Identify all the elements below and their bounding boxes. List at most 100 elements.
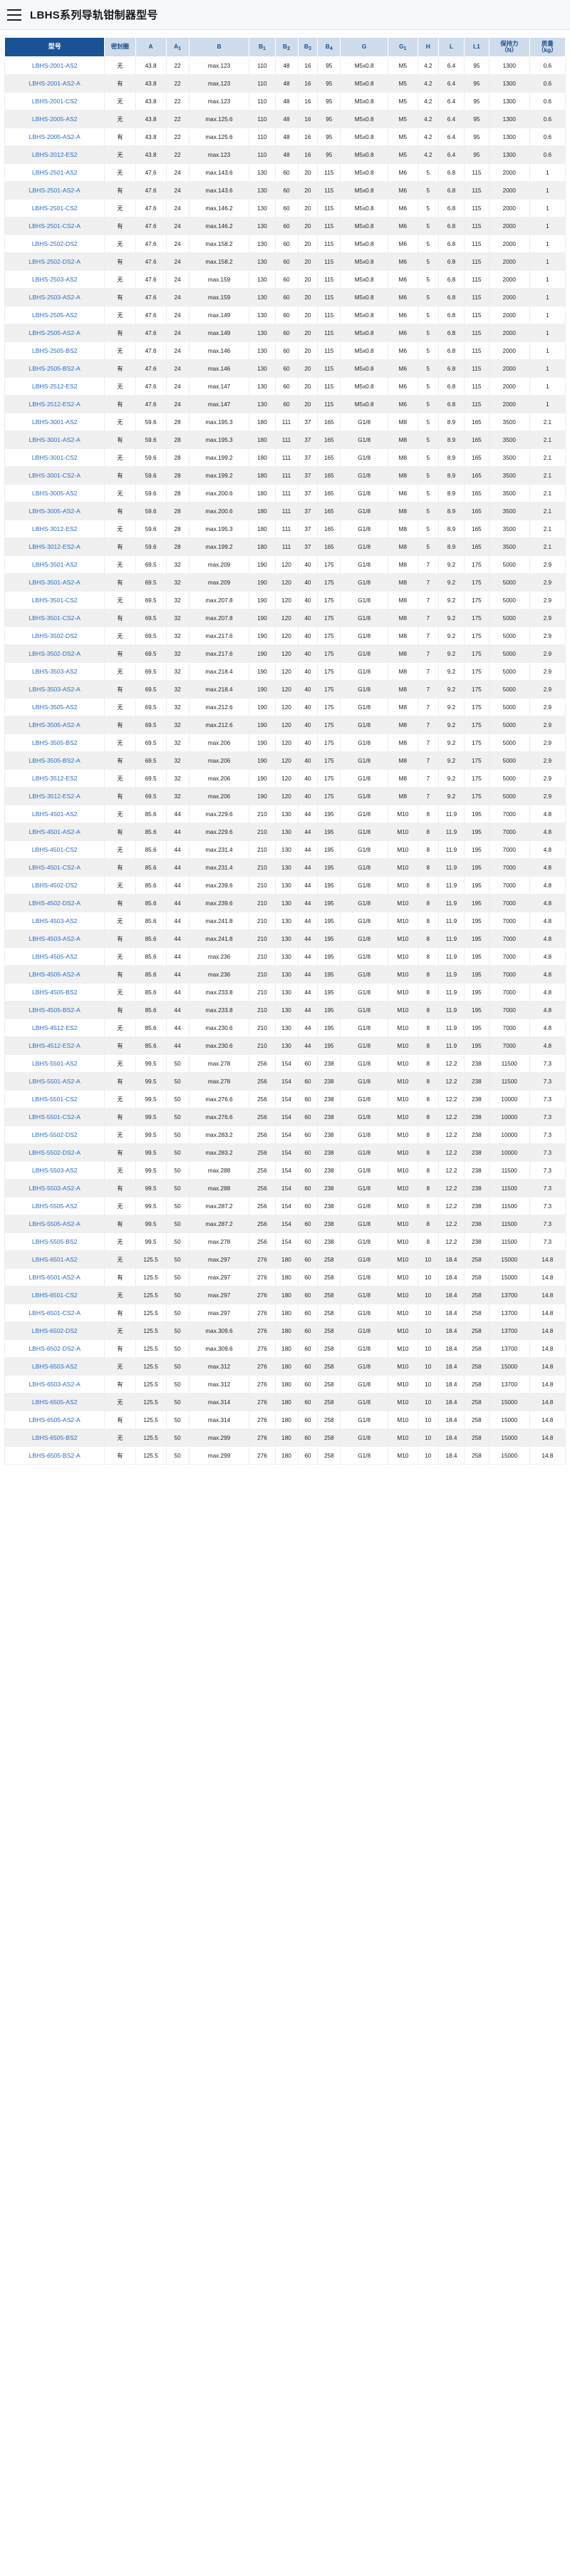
cell-B: max.209 (188, 573, 250, 592)
cell-model[interactable]: LBHS-4505-BS2 (4, 983, 105, 1001)
cell-model[interactable]: LBHS-2505-BS2-A (4, 359, 105, 378)
cell-model[interactable]: LBHS-2501-CS2 (4, 199, 105, 217)
cell-model[interactable]: LBHS-6501-CS2-A (4, 1304, 105, 1322)
cell-model[interactable]: LBHS-6501-AS2 (4, 1250, 105, 1269)
cell-model[interactable]: LBHS-5501-CS2-A (4, 1108, 105, 1126)
cell-model[interactable]: LBHS-2001-AS2 (4, 56, 105, 75)
cell-L1: 238 (464, 1179, 489, 1197)
cell-model[interactable]: LBHS-3512-ES2-A (4, 787, 105, 805)
cell-model[interactable]: LBHS-2505-AS2-A (4, 324, 105, 342)
cell-model[interactable]: LBHS-4512-ES2-A (4, 1036, 105, 1055)
cell-model[interactable]: LBHS-4501-AS2-A (4, 823, 105, 841)
cell-model[interactable]: LBHS-2001-CS2 (4, 92, 105, 110)
cell-B2: 60 (274, 252, 299, 271)
cell-model[interactable]: LBHS-6505-BS2 (4, 1428, 105, 1447)
cell-model[interactable]: LBHS-4501-CS2-A (4, 858, 105, 877)
cell-model[interactable]: LBHS-6505-BS2-A (4, 1446, 105, 1465)
cell-model[interactable]: LBHS-3505-BS2 (4, 733, 105, 752)
cell-model[interactable]: LBHS-3001-CS2-A (4, 466, 105, 485)
cell-model[interactable]: LBHS-3005-AS2 (4, 484, 105, 503)
cell-model[interactable]: LBHS-3001-AS2-A (4, 431, 105, 449)
cell-seal: 无 (104, 56, 136, 75)
cell-model[interactable]: LBHS-2512-ES2-A (4, 395, 105, 413)
cell-model[interactable]: LBHS-5502-DS2-A (4, 1143, 105, 1162)
cell-model[interactable]: LBHS-6502-DS2 (4, 1322, 105, 1340)
cell-A1: 32 (165, 609, 190, 627)
cell-model[interactable]: LBHS-2505-BS2 (4, 341, 105, 360)
cell-B: max.195.3 (188, 431, 250, 449)
cell-seal: 无 (104, 1286, 136, 1304)
cell-model[interactable]: LBHS-3005-AS2-A (4, 502, 105, 520)
cell-model[interactable]: LBHS-2502-DS2-A (4, 252, 105, 271)
cell-G1: M10 (388, 1268, 418, 1287)
cell-model[interactable]: LBHS-4501-CS2 (4, 840, 105, 859)
cell-model[interactable]: LBHS-2503-AS2-A (4, 288, 105, 306)
cell-model[interactable]: LBHS-6503-AS2-A (4, 1375, 105, 1393)
cell-model[interactable]: LBHS-2501-AS2-A (4, 181, 105, 200)
cell-L1: 165 (464, 431, 489, 449)
cell-model[interactable]: LBHS-3012-ES2 (4, 520, 105, 538)
cell-model[interactable]: LBHS-2501-AS2 (4, 163, 105, 182)
cell-model[interactable]: LBHS-3001-AS2 (4, 413, 105, 431)
cell-model[interactable]: LBHS-4503-AS2-A (4, 929, 105, 948)
cell-force: 1300 (488, 56, 530, 75)
table-row: LBHS-2505-AS2-A 有 47.6 24 max.149 130 60 20 115 M… (4, 324, 566, 342)
cell-model[interactable]: LBHS-5503-AS2-A (4, 1179, 105, 1197)
cell-B: max.123 (188, 56, 250, 75)
cell-L: 11.9 (437, 912, 465, 930)
cell-G: G1/8 (340, 769, 388, 788)
cell-model[interactable]: LBHS-2502-DS2 (4, 235, 105, 253)
cell-model[interactable]: LBHS-4501-AS2 (4, 805, 105, 823)
cell-model[interactable]: LBHS-3505-AS2-A (4, 716, 105, 734)
cell-model[interactable]: LBHS-6501-CS2 (4, 1286, 105, 1304)
cell-model[interactable]: LBHS-2512-ES2 (4, 377, 105, 396)
cell-model[interactable]: LBHS-3505-AS2 (4, 698, 105, 716)
cell-model[interactable]: LBHS-3512-ES2 (4, 769, 105, 788)
cell-model[interactable]: LBHS-3501-AS2 (4, 555, 105, 574)
cell-L: 9.2 (437, 609, 465, 627)
cell-model[interactable]: LBHS-5505-AS2 (4, 1197, 105, 1215)
cell-model[interactable]: LBHS-5503-AS2 (4, 1161, 105, 1180)
cell-model[interactable]: LBHS-2012-ES2 (4, 145, 105, 164)
cell-model[interactable]: LBHS-4512-ES2 (4, 1019, 105, 1037)
cell-model[interactable]: LBHS-5501-CS2 (4, 1090, 105, 1108)
cell-model[interactable]: LBHS-6503-AS2 (4, 1357, 105, 1376)
cell-model[interactable]: LBHS-3501-AS2-A (4, 573, 105, 592)
cell-B: max.288 (188, 1161, 250, 1180)
cell-model[interactable]: LBHS-5501-AS2 (4, 1054, 105, 1073)
cell-model[interactable]: LBHS-3502-DS2 (4, 627, 105, 645)
cell-model[interactable]: LBHS-2501-CS2-A (4, 217, 105, 235)
cell-model[interactable]: LBHS-3501-CS2-A (4, 609, 105, 627)
cell-model[interactable]: LBHS-4505-BS2-A (4, 1001, 105, 1019)
hamburger-icon[interactable] (7, 9, 21, 21)
cell-model[interactable]: LBHS-3001-CS2 (4, 448, 105, 467)
cell-model[interactable]: LBHS-2005-AS2 (4, 110, 105, 128)
cell-model[interactable]: LBHS-4502-DS2-A (4, 894, 105, 912)
cell-L1: 195 (464, 965, 489, 984)
cell-L1: 258 (464, 1446, 489, 1465)
cell-model[interactable]: LBHS-2503-AS2 (4, 270, 105, 289)
cell-model[interactable]: LBHS-6501-AS2-A (4, 1268, 105, 1287)
cell-G1: M8 (388, 591, 418, 609)
cell-model[interactable]: LBHS-4503-AS2 (4, 912, 105, 930)
cell-model[interactable]: LBHS-3505-BS2-A (4, 751, 105, 770)
cell-model[interactable]: LBHS-6502-DS2-A (4, 1339, 105, 1358)
cell-model[interactable]: LBHS-4505-AS2 (4, 947, 105, 966)
table-row: LBHS-6501-CS2 无 125.5 50 max.297 276 180 60 258 G… (4, 1286, 566, 1304)
cell-model[interactable]: LBHS-3501-CS2 (4, 591, 105, 609)
cell-model[interactable]: LBHS-5505-AS2-A (4, 1215, 105, 1233)
cell-model[interactable]: LBHS-5505-BS2 (4, 1232, 105, 1251)
cell-model[interactable]: LBHS-6505-AS2 (4, 1393, 105, 1411)
cell-model[interactable]: LBHS-3502-DS2-A (4, 644, 105, 663)
cell-model[interactable]: LBHS-3012-ES2-A (4, 537, 105, 556)
cell-model[interactable]: LBHS-6505-AS2-A (4, 1411, 105, 1429)
cell-model[interactable]: LBHS-3503-AS2-A (4, 680, 105, 699)
cell-model[interactable]: LBHS-2005-AS2-A (4, 128, 105, 146)
cell-model[interactable]: LBHS-2505-AS2 (4, 306, 105, 324)
cell-model[interactable]: LBHS-5502-DS2 (4, 1125, 105, 1144)
cell-model[interactable]: LBHS-4505-AS2-A (4, 965, 105, 984)
cell-model[interactable]: LBHS-5501-AS2-A (4, 1072, 105, 1091)
cell-model[interactable]: LBHS-3503-AS2 (4, 662, 105, 681)
cell-model[interactable]: LBHS-4502-DS2 (4, 876, 105, 895)
cell-model[interactable]: LBHS-2001-AS2-A (4, 74, 105, 93)
